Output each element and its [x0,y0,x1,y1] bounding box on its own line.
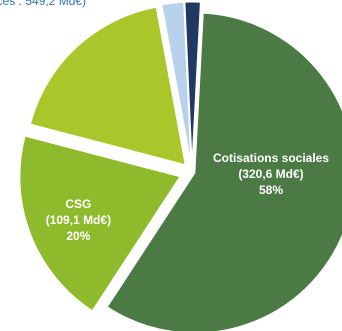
pie-slice-slice-2 [29,6,186,166]
pie-slice-cotisations-sociales [106,12,342,331]
slice-label-percent_label: 58% [259,183,283,197]
pie-slice-slice-3 [161,1,192,163]
slice-label-value_label: (109,1 Md€) [46,213,111,227]
pie-slice-slice-4 [184,1,201,163]
slice-label-name: Cotisations sociales [213,151,329,165]
slice-label-percent_label: 20% [66,229,90,243]
slice-label-name: CSG [65,197,91,211]
chart-title: ices : 549,2 Md€) [0,0,87,8]
pie-slice-csg [19,135,181,312]
slice-label-value_label: (320,6 Md€) [238,167,303,181]
